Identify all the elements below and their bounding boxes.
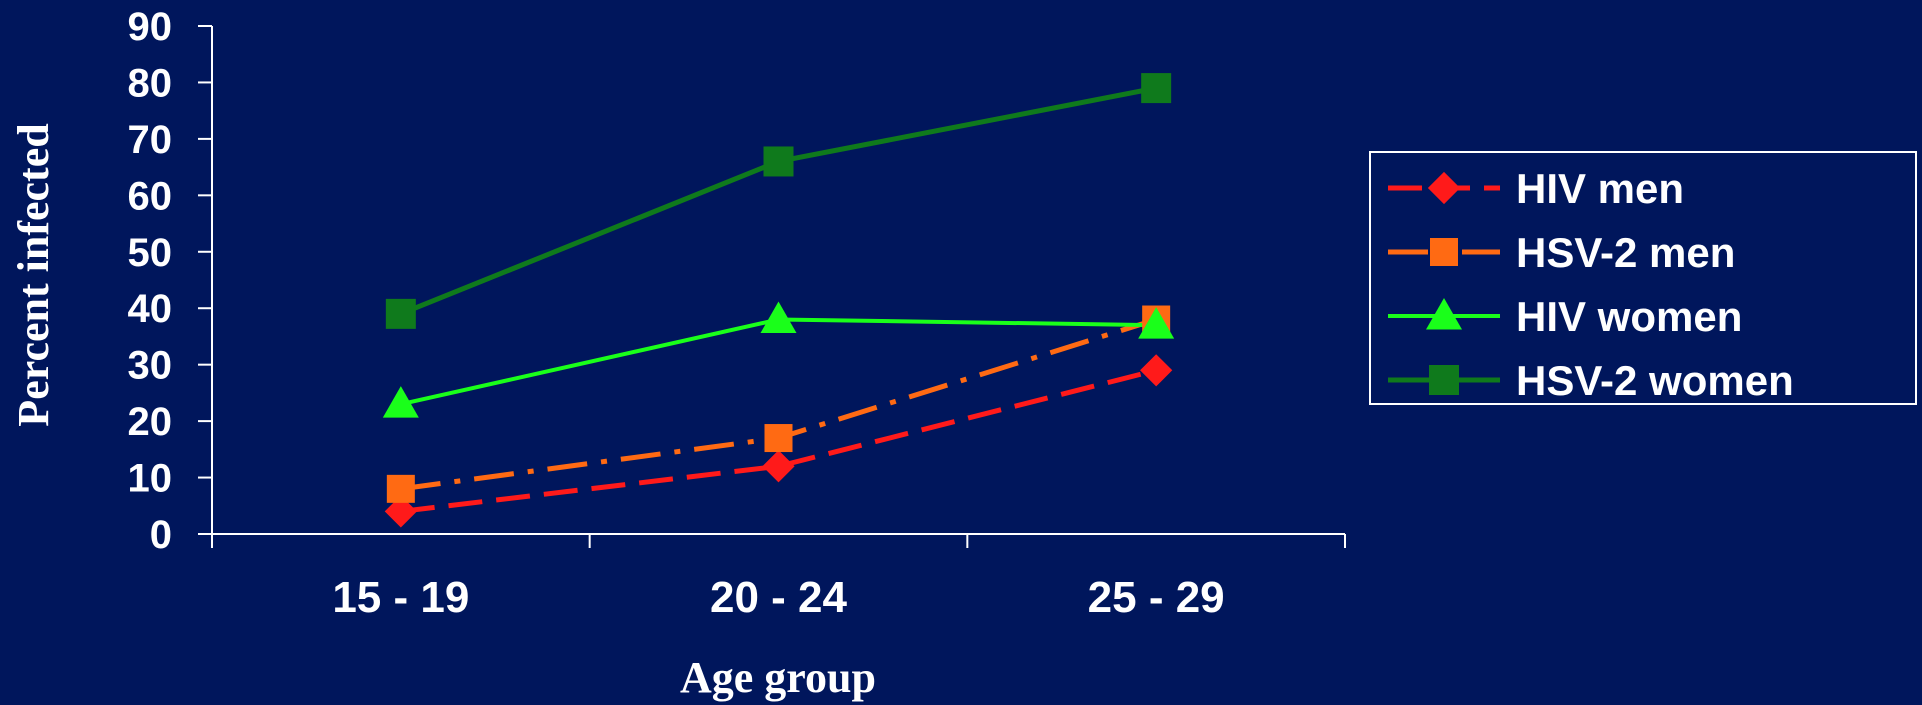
point-hsv-2-men: [764, 424, 793, 453]
legend-label-hsv-2-men: HSV-2 men: [1516, 229, 1735, 276]
y-tick-label: 10: [128, 457, 173, 501]
series-line-hsv-2-women: [399, 85, 1157, 317]
x-tick-label: 25 - 29: [1088, 573, 1225, 622]
legend-marker-hsv-2-men: [1430, 238, 1458, 266]
y-tick-label: 60: [128, 174, 173, 218]
point-hsv-2-women: [763, 146, 794, 177]
y-axis-title: Percent infected: [9, 123, 58, 426]
y-tick-label: 30: [128, 344, 173, 388]
x-tick-label: 15 - 19: [332, 573, 469, 622]
y-tick-label: 20: [128, 400, 173, 444]
x-tick-label: 20 - 24: [710, 573, 848, 622]
point-hiv-men: [1140, 354, 1173, 387]
point-hiv-men: [384, 495, 417, 528]
legend: HIV men HSV-2 men HIV women HSV-2 women: [1369, 151, 1917, 405]
y-tick-label: 70: [128, 118, 173, 162]
point-hiv-men: [762, 450, 795, 483]
axes: 0 10 20 30 40 50 60 70 80 90 15 - 19 20 - 24 25 - 29: [128, 5, 1346, 622]
legend-marker-hiv-women: [1426, 298, 1462, 330]
legend-label-hiv-men: HIV men: [1516, 165, 1684, 212]
series-markers: [382, 73, 1175, 528]
point-hsv-2-men: [386, 474, 415, 503]
y-tick-label: 0: [150, 513, 172, 557]
y-tick-label: 90: [128, 5, 173, 49]
x-axis-title: Age group: [680, 653, 876, 702]
legend-label-hiv-women: HIV women: [1516, 293, 1742, 340]
point-hiv-women: [382, 386, 419, 418]
legend-label-hsv-2-women: HSV-2 women: [1516, 357, 1794, 404]
legend-marker-hsv-2-women: [1429, 365, 1459, 395]
legend-box: [1369, 151, 1917, 405]
point-hsv-2-women: [385, 298, 416, 329]
legend-marker-hiv-men: [1427, 171, 1461, 205]
y-tick-label: 50: [128, 231, 173, 275]
point-hiv-women: [760, 301, 797, 334]
point-hsv-2-women: [1141, 73, 1172, 104]
y-tick-label: 80: [128, 61, 173, 105]
y-tick-label: 40: [128, 287, 173, 331]
point-hiv-women: [1138, 307, 1175, 339]
series-line-hiv-men: [400, 367, 1157, 514]
